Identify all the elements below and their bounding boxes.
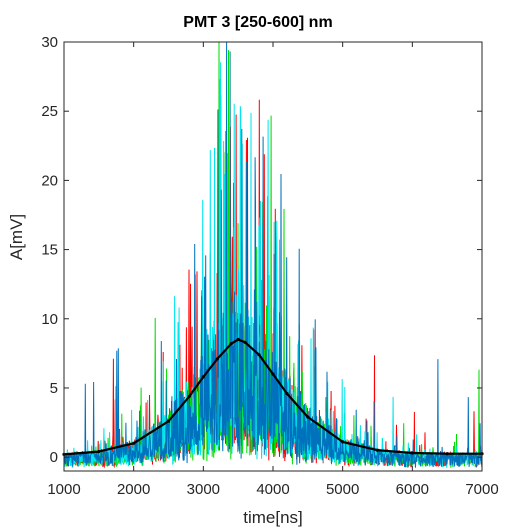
x-tick-label: 2000 bbox=[117, 481, 150, 498]
fit-point bbox=[341, 440, 345, 444]
y-tick-label: 5 bbox=[50, 380, 58, 397]
fit-point bbox=[215, 357, 219, 361]
signal-trace-4 bbox=[64, 42, 482, 468]
x-tick-label: 1000 bbox=[47, 481, 80, 498]
fit-point bbox=[306, 415, 310, 419]
fit-point bbox=[236, 337, 240, 342]
y-axis: 0 5 10 15 20 25 30 bbox=[41, 34, 482, 466]
y-axis-label: A[mV] bbox=[7, 214, 26, 260]
fit-point bbox=[166, 419, 171, 423]
fit-point bbox=[257, 353, 261, 357]
fit-point bbox=[285, 391, 289, 396]
signal-traces bbox=[64, 42, 482, 469]
y-tick-label: 25 bbox=[41, 103, 58, 120]
x-tick-label: 3000 bbox=[187, 481, 220, 498]
fit-point bbox=[97, 450, 101, 454]
fit-point bbox=[445, 452, 449, 456]
fit-point bbox=[132, 441, 136, 445]
y-tick-label: 0 bbox=[50, 449, 58, 466]
fit-point bbox=[243, 340, 247, 344]
fit-point bbox=[375, 448, 380, 452]
fit-point bbox=[271, 372, 275, 376]
x-tick-label: 7000 bbox=[465, 481, 498, 498]
y-tick-label: 30 bbox=[41, 34, 58, 51]
chart-title: PMT 3 [250-600] nm bbox=[183, 14, 332, 31]
x-tick-label: 6000 bbox=[396, 481, 429, 498]
fit-point bbox=[201, 375, 205, 379]
x-axis: 1000 2000 3000 4000 5000 6000 7000 bbox=[47, 42, 499, 498]
y-tick-label: 10 bbox=[41, 311, 58, 328]
y-tick-label: 20 bbox=[41, 172, 58, 189]
fit-point bbox=[229, 342, 233, 346]
x-axis-label: time[ns] bbox=[243, 508, 303, 527]
x-tick-label: 5000 bbox=[326, 481, 359, 498]
x-tick-label: 4000 bbox=[256, 481, 289, 498]
fit-point bbox=[187, 394, 191, 398]
gaussian-fit bbox=[62, 337, 484, 456]
y-tick-label: 15 bbox=[41, 242, 58, 259]
fit-point bbox=[410, 451, 414, 455]
